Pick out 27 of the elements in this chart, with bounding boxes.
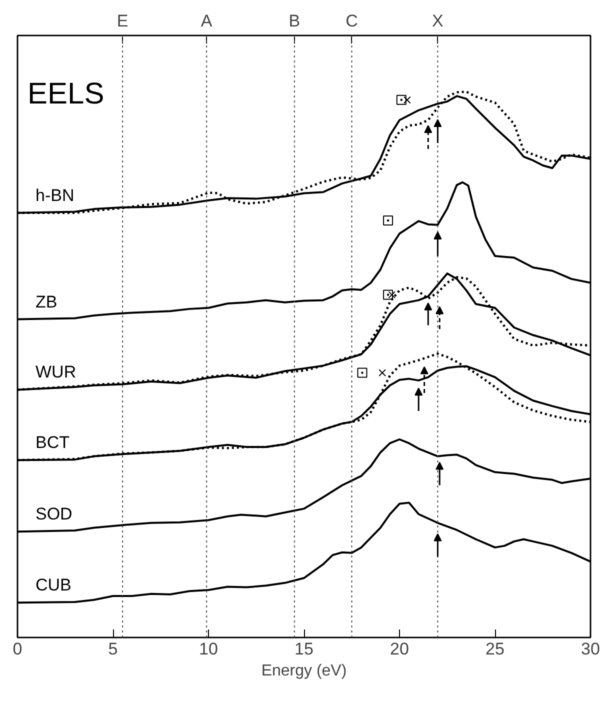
- point: [378, 369, 386, 376]
- ref-line-label: C: [346, 12, 358, 30]
- point: [357, 368, 368, 378]
- series-label: BCT: [36, 433, 70, 452]
- x-tick-label: 15: [294, 640, 314, 658]
- series-label: SOD: [36, 504, 72, 524]
- point: [403, 96, 411, 104]
- chart-title: EELS: [28, 78, 104, 110]
- point: [383, 216, 394, 226]
- series-label: CUB: [36, 576, 72, 595]
- ref-line-label: E: [116, 12, 128, 30]
- ref-line-label: X: [432, 12, 444, 30]
- point: [388, 291, 396, 298]
- series-label: h-BN: [36, 186, 74, 205]
- x-axis-title: Energy (eV): [261, 662, 347, 680]
- x-tick-label: 5: [108, 640, 118, 658]
- series-label: WUR: [36, 362, 76, 382]
- series-label: ZB: [36, 292, 58, 312]
- x-tick-label: 20: [390, 640, 409, 658]
- x-tick-label: 25: [486, 640, 504, 658]
- point: [383, 290, 394, 300]
- ref-line-label: A: [200, 12, 213, 30]
- x-tick-label: 0: [12, 640, 22, 658]
- x-tick-label: 30: [581, 640, 600, 658]
- ref-line-label: B: [288, 12, 300, 30]
- x-tick-label: 10: [199, 640, 218, 658]
- point: [396, 94, 406, 105]
